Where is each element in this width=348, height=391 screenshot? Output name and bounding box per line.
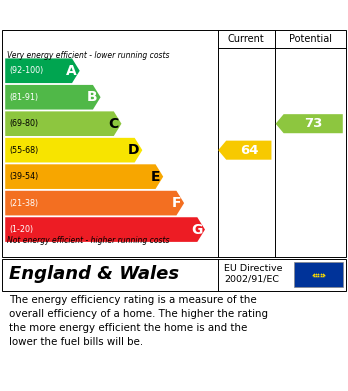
Text: The energy efficiency rating is a measure of the
overall efficiency of a home. T: The energy efficiency rating is a measur…: [9, 295, 268, 347]
Text: (1-20): (1-20): [9, 225, 33, 234]
Polygon shape: [5, 164, 163, 189]
Text: B: B: [87, 90, 98, 104]
Text: 73: 73: [304, 117, 323, 130]
Text: Energy Efficiency Rating: Energy Efficiency Rating: [9, 7, 211, 22]
Text: A: A: [66, 64, 77, 78]
Text: EU Directive
2002/91/EC: EU Directive 2002/91/EC: [224, 264, 283, 284]
Text: C: C: [109, 117, 119, 131]
Bar: [294, 262, 343, 287]
Text: Very energy efficient - lower running costs: Very energy efficient - lower running co…: [7, 51, 169, 60]
Text: F: F: [172, 196, 181, 210]
Text: Not energy efficient - higher running costs: Not energy efficient - higher running co…: [7, 236, 169, 245]
Text: G: G: [191, 222, 202, 237]
Text: (92-100): (92-100): [9, 66, 44, 75]
Text: (21-38): (21-38): [9, 199, 39, 208]
Text: (81-91): (81-91): [9, 93, 39, 102]
Text: (39-54): (39-54): [9, 172, 39, 181]
Polygon shape: [5, 138, 142, 163]
Text: Potential: Potential: [289, 34, 332, 44]
Polygon shape: [5, 58, 80, 83]
Text: England & Wales: England & Wales: [9, 265, 179, 283]
Polygon shape: [276, 114, 343, 133]
Text: (69-80): (69-80): [9, 119, 39, 128]
Polygon shape: [5, 111, 121, 136]
Text: (55-68): (55-68): [9, 146, 39, 155]
Polygon shape: [5, 85, 101, 109]
Text: E: E: [151, 170, 160, 184]
Polygon shape: [218, 141, 271, 160]
Polygon shape: [5, 191, 184, 215]
Text: D: D: [128, 143, 140, 157]
Polygon shape: [5, 217, 205, 242]
Text: 64: 64: [240, 143, 258, 157]
Text: Current: Current: [228, 34, 264, 44]
